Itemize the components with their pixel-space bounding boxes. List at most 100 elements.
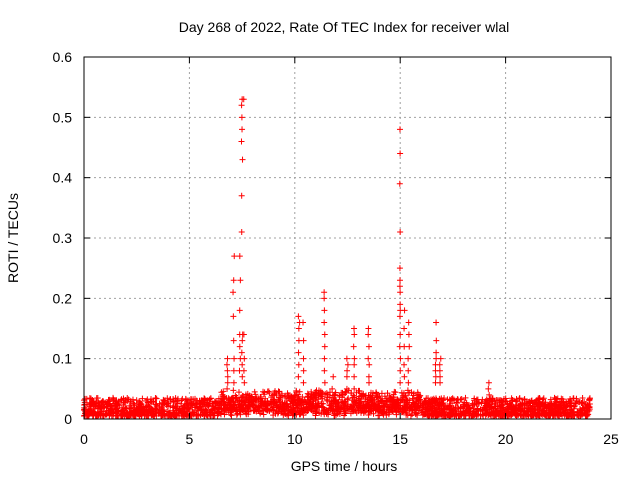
data-point bbox=[516, 406, 523, 413]
data-point bbox=[321, 319, 328, 326]
data-point bbox=[290, 405, 297, 412]
data-point bbox=[285, 410, 292, 417]
data-point bbox=[150, 398, 157, 405]
data-point bbox=[410, 390, 417, 397]
data-point bbox=[376, 408, 383, 415]
data-point bbox=[99, 399, 106, 406]
data-point bbox=[419, 409, 426, 416]
data-point bbox=[333, 397, 339, 404]
data-point bbox=[288, 404, 295, 411]
data-point bbox=[242, 401, 249, 408]
data-point bbox=[310, 395, 317, 402]
data-point bbox=[291, 392, 298, 399]
data-point bbox=[543, 405, 550, 412]
data-point bbox=[345, 406, 352, 413]
data-point bbox=[374, 394, 381, 401]
data-point bbox=[583, 405, 590, 412]
data-point bbox=[353, 397, 360, 404]
data-point bbox=[420, 410, 427, 417]
data-point bbox=[179, 395, 186, 402]
data-point bbox=[493, 396, 500, 403]
data-point bbox=[377, 397, 384, 404]
data-point bbox=[397, 301, 404, 308]
chart-title: Day 268 of 2022, Rate Of TEC Index for r… bbox=[179, 19, 509, 35]
data-point bbox=[170, 403, 177, 410]
data-point bbox=[232, 408, 239, 415]
data-point bbox=[535, 400, 542, 407]
x-tick-label: 0 bbox=[80, 431, 88, 447]
data-point bbox=[95, 412, 102, 419]
data-point bbox=[343, 373, 350, 380]
data-point bbox=[162, 412, 169, 419]
data-point bbox=[82, 395, 89, 402]
data-point bbox=[245, 404, 252, 411]
data-point bbox=[321, 307, 328, 314]
data-point bbox=[398, 389, 405, 396]
data-point bbox=[321, 289, 328, 296]
data-point bbox=[260, 388, 267, 395]
data-point bbox=[231, 253, 238, 260]
y-axis-ticks: 0 0.1 0.2 0.3 0.4 0.5 0.6 bbox=[53, 49, 611, 427]
y-tick-label: 0.2 bbox=[53, 290, 73, 306]
data-point bbox=[188, 410, 195, 417]
data-point bbox=[249, 401, 256, 408]
data-point bbox=[396, 180, 403, 187]
data-point bbox=[413, 403, 420, 410]
data-point bbox=[329, 403, 336, 410]
data-point bbox=[110, 398, 117, 405]
data-point bbox=[541, 409, 548, 416]
data-point bbox=[433, 337, 440, 344]
data-point bbox=[366, 361, 373, 368]
data-point bbox=[485, 379, 492, 386]
data-point bbox=[586, 406, 593, 413]
data-point bbox=[253, 395, 260, 402]
data-point bbox=[383, 409, 390, 416]
x-tick-label: 10 bbox=[287, 431, 303, 447]
data-point bbox=[434, 404, 441, 411]
data-point bbox=[498, 397, 505, 404]
data-point bbox=[300, 355, 307, 362]
data-point bbox=[238, 349, 245, 356]
data-point bbox=[406, 343, 413, 350]
data-point bbox=[195, 412, 202, 419]
data-point bbox=[251, 388, 258, 395]
data-point bbox=[206, 396, 213, 403]
data-point bbox=[264, 402, 271, 409]
data-point bbox=[384, 390, 391, 397]
data-point bbox=[433, 319, 440, 326]
data-point bbox=[313, 409, 320, 416]
data-point bbox=[224, 379, 231, 386]
data-point bbox=[200, 398, 207, 405]
data-point bbox=[397, 355, 404, 362]
data-point bbox=[239, 126, 246, 133]
data-point bbox=[365, 331, 372, 338]
data-point bbox=[147, 408, 154, 415]
data-point bbox=[334, 410, 341, 417]
data-point bbox=[422, 402, 429, 409]
data-point bbox=[330, 408, 337, 415]
data-point bbox=[405, 355, 412, 362]
data-point bbox=[546, 400, 553, 407]
data-point bbox=[412, 411, 419, 418]
data-point bbox=[458, 395, 465, 402]
data-point bbox=[454, 404, 461, 411]
data-point bbox=[307, 396, 314, 403]
data-point bbox=[253, 402, 260, 409]
data-point bbox=[521, 400, 528, 407]
data-point bbox=[162, 397, 169, 404]
data-point bbox=[276, 388, 283, 395]
y-axis-label: ROTI / TECUs bbox=[5, 193, 21, 283]
data-point bbox=[401, 325, 408, 332]
data-point bbox=[240, 331, 247, 338]
data-point bbox=[396, 313, 403, 320]
data-point bbox=[312, 390, 319, 397]
data-point bbox=[424, 406, 431, 413]
data-point bbox=[403, 397, 410, 404]
data-point bbox=[562, 408, 569, 415]
data-point bbox=[166, 396, 173, 403]
data-point bbox=[273, 402, 280, 409]
data-point bbox=[273, 392, 280, 399]
data-point bbox=[547, 412, 554, 419]
data-point bbox=[334, 400, 341, 407]
data-point bbox=[417, 392, 424, 399]
